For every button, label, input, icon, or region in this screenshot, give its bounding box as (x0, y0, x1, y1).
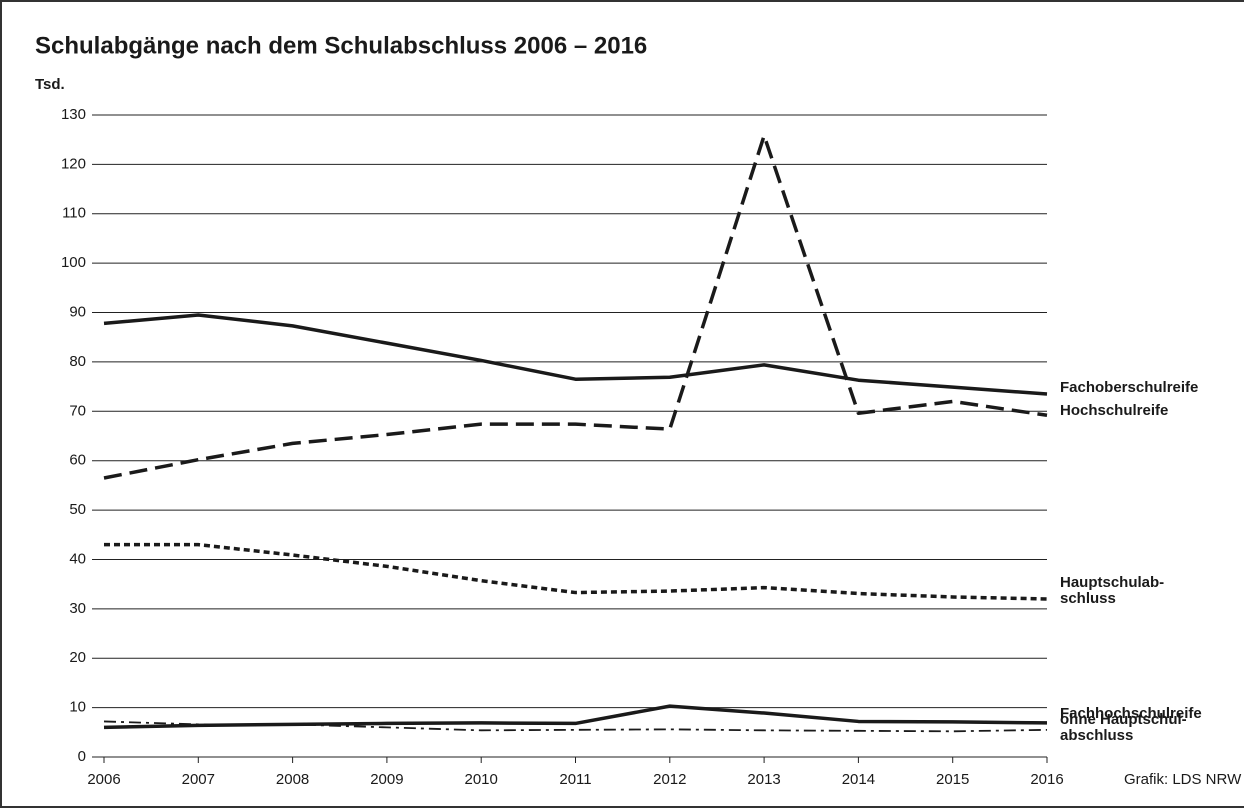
x-tick-label: 2010 (465, 771, 498, 788)
x-tick-label: 2007 (182, 771, 215, 788)
y-tick-label: 90 (69, 304, 86, 321)
y-tick-label: 70 (69, 402, 86, 419)
series-label: schluss (1060, 590, 1116, 607)
series-label: ohne Hauptschul- (1060, 711, 1187, 728)
x-tick-label: 2008 (276, 771, 309, 788)
series-line (103, 133, 1048, 480)
x-tick-label: 2009 (370, 771, 403, 788)
chart-title: Schulabgänge nach dem Schulabschluss 200… (35, 32, 647, 59)
x-tick-label: 2016 (1030, 771, 1063, 788)
source: Grafik: LDS NRW (1124, 771, 1242, 788)
y-tick-label: 30 (69, 600, 86, 617)
y-tick-label: 20 (69, 649, 86, 666)
y-axis-label: Tsd. (35, 76, 65, 93)
series-line (103, 720, 1048, 733)
series-label: Hochschulreife (1060, 402, 1168, 419)
y-tick-label: 80 (69, 353, 86, 370)
x-tick-label: 2015 (936, 771, 969, 788)
y-tick-label: 50 (69, 501, 86, 518)
x-tick-label: 2011 (559, 771, 591, 788)
series-line (103, 313, 1048, 396)
series-line (103, 704, 1048, 730)
y-tick-label: 10 (69, 699, 86, 716)
x-tick-label: 2006 (87, 771, 120, 788)
y-tick-label: 110 (62, 205, 86, 222)
y-tick-label: 100 (61, 254, 86, 271)
y-tick-label: 40 (69, 550, 86, 567)
x-tick-label: 2014 (842, 771, 875, 788)
series-label: Fachhochschulreife (1060, 705, 1202, 722)
x-tick-label: 2013 (747, 771, 780, 788)
x-tick-label: 2012 (653, 771, 686, 788)
series-label: Fachoberschulreife (1060, 379, 1198, 396)
series-line (104, 542, 1048, 601)
series-label: abschluss (1060, 727, 1133, 744)
y-tick-label: 60 (69, 452, 86, 469)
y-tick-label: 120 (61, 155, 86, 172)
y-tick-label: 130 (61, 106, 86, 123)
y-tick-label: 0 (78, 748, 86, 765)
series-label: Hauptschulab- (1060, 574, 1164, 591)
